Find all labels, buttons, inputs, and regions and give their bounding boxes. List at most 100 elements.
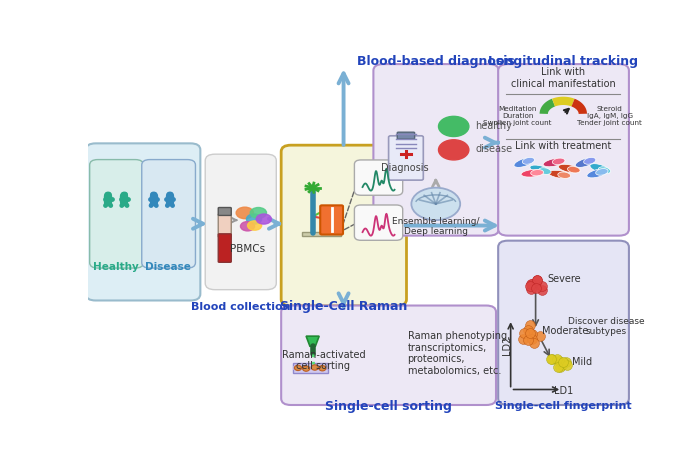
Point <box>524 329 535 336</box>
FancyBboxPatch shape <box>398 132 414 139</box>
Text: Single-Cell Raman: Single-Cell Raman <box>280 300 407 313</box>
FancyBboxPatch shape <box>218 234 231 262</box>
Ellipse shape <box>558 172 570 178</box>
Ellipse shape <box>295 365 302 371</box>
Ellipse shape <box>521 169 544 177</box>
Ellipse shape <box>587 168 608 178</box>
FancyBboxPatch shape <box>354 160 402 195</box>
Ellipse shape <box>539 168 551 175</box>
Point <box>522 336 533 344</box>
Point <box>537 282 548 290</box>
Text: Mild: Mild <box>572 357 592 367</box>
Point <box>562 361 573 369</box>
Ellipse shape <box>590 164 610 174</box>
FancyBboxPatch shape <box>281 306 496 405</box>
Point <box>526 280 538 287</box>
Text: Raman-activated
cell sorting: Raman-activated cell sorting <box>281 350 365 372</box>
FancyBboxPatch shape <box>498 241 629 405</box>
Ellipse shape <box>559 164 580 173</box>
Text: Steroid
IgA, IgM, IgG
Tender joint count: Steroid IgA, IgM, IgG Tender joint count <box>578 106 643 126</box>
Ellipse shape <box>584 157 596 164</box>
Ellipse shape <box>319 366 326 371</box>
Ellipse shape <box>531 169 544 176</box>
FancyBboxPatch shape <box>373 64 498 235</box>
Ellipse shape <box>598 167 610 174</box>
FancyBboxPatch shape <box>141 160 195 268</box>
Text: healthy: healthy <box>475 121 512 131</box>
Point <box>526 330 538 337</box>
Circle shape <box>241 221 255 231</box>
Text: LD1: LD1 <box>554 386 573 396</box>
Point <box>526 280 537 288</box>
Circle shape <box>236 207 253 219</box>
Circle shape <box>251 207 267 218</box>
Text: Moderate: Moderate <box>542 326 589 336</box>
Circle shape <box>105 192 111 196</box>
Point <box>524 282 536 289</box>
Point <box>519 329 530 336</box>
Ellipse shape <box>312 365 318 370</box>
Circle shape <box>122 192 127 196</box>
Text: Disease: Disease <box>146 262 191 272</box>
Point <box>551 355 562 363</box>
Text: Meditation
Duration
Swollen joint count: Meditation Duration Swollen joint count <box>484 106 552 126</box>
FancyBboxPatch shape <box>218 214 231 237</box>
Text: Healthy: Healthy <box>93 262 139 272</box>
Text: Raman phenotyping,
transcriptomics,
proteomics,
metabolomics, etc.: Raman phenotyping, transcriptomics, prot… <box>407 331 510 376</box>
Circle shape <box>256 214 272 224</box>
Point <box>554 357 565 365</box>
FancyBboxPatch shape <box>281 145 407 306</box>
Bar <box>293 366 328 370</box>
FancyBboxPatch shape <box>90 160 144 268</box>
Circle shape <box>167 192 173 196</box>
Text: Link with
clinical manifestation: Link with clinical manifestation <box>511 67 615 88</box>
Ellipse shape <box>543 158 565 167</box>
FancyBboxPatch shape <box>498 64 629 235</box>
Bar <box>293 363 328 373</box>
Point <box>555 363 566 371</box>
FancyBboxPatch shape <box>320 205 343 234</box>
Point <box>517 335 528 342</box>
Circle shape <box>151 192 157 196</box>
Circle shape <box>438 117 469 137</box>
Text: Diagnosis: Diagnosis <box>381 163 428 173</box>
Point <box>558 358 569 366</box>
Ellipse shape <box>522 157 535 164</box>
FancyBboxPatch shape <box>205 154 276 290</box>
Circle shape <box>438 140 469 160</box>
Ellipse shape <box>302 366 309 371</box>
Point <box>522 326 533 334</box>
Point <box>526 286 537 293</box>
Ellipse shape <box>568 167 580 173</box>
Ellipse shape <box>530 165 551 174</box>
Text: Longitudinal tracking: Longitudinal tracking <box>489 55 638 68</box>
FancyBboxPatch shape <box>218 207 231 215</box>
Text: Blood collection: Blood collection <box>190 301 290 312</box>
Point <box>531 284 542 292</box>
Text: Ensemble learning/
Deep learning: Ensemble learning/ Deep learning <box>392 217 480 236</box>
Ellipse shape <box>514 158 534 168</box>
Bar <box>302 232 342 236</box>
Point <box>556 362 568 369</box>
Ellipse shape <box>548 170 570 178</box>
Text: Single-cell sorting: Single-cell sorting <box>325 400 452 413</box>
Text: Severe: Severe <box>547 274 581 284</box>
Text: Link with treatment: Link with treatment <box>515 141 612 151</box>
Circle shape <box>412 188 460 220</box>
Text: Blood-based diagnosis: Blood-based diagnosis <box>357 55 514 68</box>
Text: Single-cell fingerprint: Single-cell fingerprint <box>495 401 631 411</box>
FancyBboxPatch shape <box>389 136 424 180</box>
Point <box>560 358 571 366</box>
Text: PBMCs: PBMCs <box>230 244 265 254</box>
Point <box>526 336 538 343</box>
Point <box>547 355 558 362</box>
Point <box>524 321 536 329</box>
Point <box>545 355 557 363</box>
Point <box>534 333 545 340</box>
Circle shape <box>248 221 262 230</box>
Point <box>536 286 547 294</box>
Circle shape <box>246 214 262 224</box>
Point <box>553 364 564 371</box>
Point <box>531 277 542 284</box>
FancyBboxPatch shape <box>354 205 402 240</box>
